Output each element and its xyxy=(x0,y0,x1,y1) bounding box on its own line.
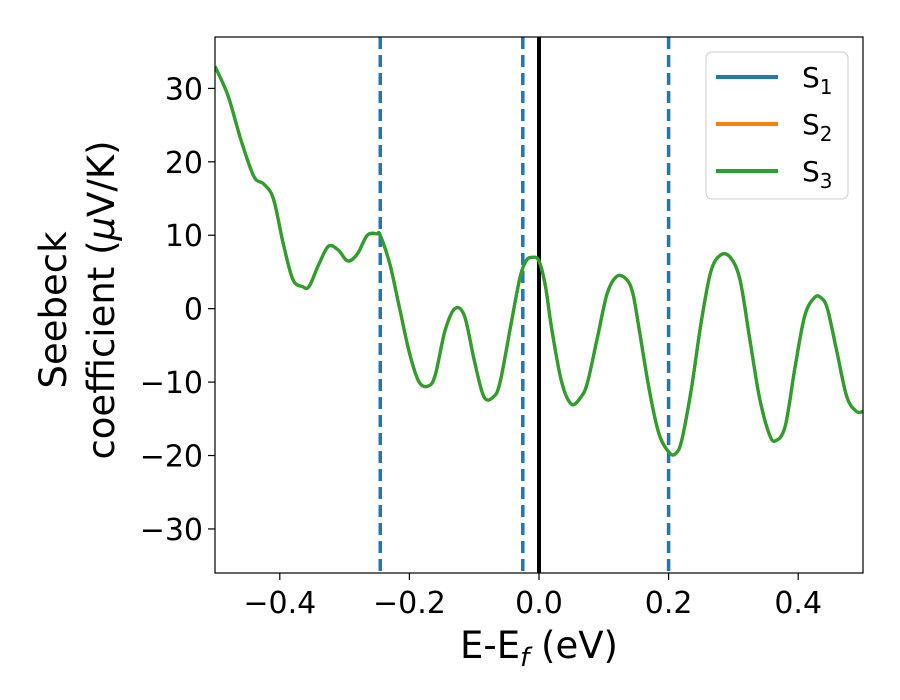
x-axis-label: E-Ef (eV) xyxy=(460,624,618,673)
x-tick-label: −0.4 xyxy=(243,586,316,621)
y-axis-label-line1: Seebeck xyxy=(32,231,75,389)
legend-label-s3: S3 xyxy=(802,155,833,193)
legend-label-s1: S1 xyxy=(802,61,833,99)
series-lines xyxy=(215,65,863,457)
x-axis-ticks: −0.4 −0.2 0.0 0.2 0.4 xyxy=(243,573,822,621)
y-tick-label: −20 xyxy=(140,440,203,475)
y-tick-label: 10 xyxy=(165,219,203,254)
x-tick-label: −0.2 xyxy=(373,586,446,621)
legend: S1 S2 S3 xyxy=(705,51,849,200)
x-tick-label: 0.2 xyxy=(645,586,693,621)
y-tick-label: −30 xyxy=(140,513,203,548)
plot-area xyxy=(215,37,863,573)
y-tick-label: 0 xyxy=(184,293,203,328)
series-line-s3 xyxy=(215,65,863,457)
y-tick-label: −10 xyxy=(140,366,203,401)
x-tick-label: 0.4 xyxy=(774,586,822,621)
legend-label-s2: S2 xyxy=(802,108,833,146)
y-tick-label: 30 xyxy=(165,72,203,107)
y-axis-ticks: −30 −20 −10 0 10 20 30 xyxy=(140,72,215,548)
x-tick-label: 0.0 xyxy=(515,586,563,621)
y-axis-label-line2: coefficient (μV/K) xyxy=(80,140,123,459)
vertical-reference-lines xyxy=(378,37,671,573)
y-tick-label: 20 xyxy=(165,146,203,181)
